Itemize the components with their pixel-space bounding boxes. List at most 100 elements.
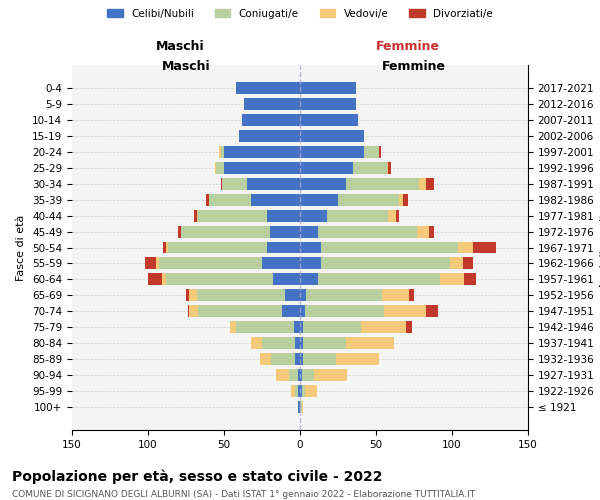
- Bar: [302, 370, 314, 382]
- Bar: [300, 114, 358, 126]
- Bar: [379, 146, 380, 158]
- Bar: [239, 130, 300, 141]
- Bar: [247, 178, 300, 190]
- Bar: [189, 306, 198, 318]
- Bar: [300, 290, 306, 302]
- Bar: [302, 402, 303, 413]
- Bar: [300, 274, 318, 285]
- Text: Maschi: Maschi: [155, 40, 205, 52]
- Bar: [166, 242, 168, 254]
- Bar: [473, 242, 496, 254]
- Bar: [221, 178, 223, 190]
- Bar: [148, 274, 161, 285]
- Bar: [300, 194, 338, 205]
- Bar: [300, 338, 303, 349]
- Bar: [302, 386, 305, 398]
- Bar: [399, 194, 403, 205]
- Bar: [295, 354, 300, 366]
- Bar: [303, 322, 361, 334]
- Bar: [338, 194, 399, 205]
- Bar: [209, 194, 251, 205]
- Bar: [266, 242, 300, 254]
- Bar: [419, 178, 426, 190]
- Bar: [188, 306, 189, 318]
- Bar: [198, 210, 266, 222]
- Bar: [306, 290, 382, 302]
- Bar: [300, 386, 302, 398]
- Bar: [217, 162, 224, 173]
- Bar: [300, 370, 302, 382]
- Bar: [300, 402, 302, 413]
- Bar: [305, 306, 383, 318]
- Bar: [417, 226, 429, 237]
- Bar: [303, 354, 337, 366]
- Bar: [406, 322, 412, 334]
- Bar: [224, 162, 300, 173]
- Bar: [300, 354, 303, 366]
- Bar: [300, 162, 353, 173]
- Bar: [300, 306, 305, 318]
- Bar: [321, 242, 458, 254]
- Bar: [289, 370, 298, 382]
- Bar: [282, 306, 300, 318]
- Bar: [161, 274, 166, 285]
- Bar: [197, 290, 285, 302]
- Bar: [409, 290, 414, 302]
- Bar: [275, 370, 289, 382]
- Bar: [266, 210, 300, 222]
- Bar: [272, 274, 300, 285]
- Bar: [168, 242, 266, 254]
- Bar: [300, 322, 303, 334]
- Bar: [300, 258, 321, 270]
- Bar: [186, 290, 189, 302]
- Bar: [224, 146, 300, 158]
- Bar: [220, 146, 221, 158]
- Bar: [440, 274, 464, 285]
- Bar: [300, 130, 364, 141]
- Bar: [388, 210, 396, 222]
- Bar: [236, 82, 300, 94]
- Bar: [236, 322, 294, 334]
- Bar: [166, 274, 272, 285]
- Bar: [295, 338, 300, 349]
- Text: Popolazione per età, sesso e stato civile - 2022: Popolazione per età, sesso e stato civil…: [12, 470, 383, 484]
- Bar: [251, 194, 300, 205]
- Bar: [300, 146, 364, 158]
- Bar: [318, 226, 417, 237]
- Bar: [155, 258, 158, 270]
- Bar: [244, 98, 300, 110]
- Bar: [382, 290, 409, 302]
- Bar: [328, 210, 388, 222]
- Bar: [318, 274, 440, 285]
- Bar: [197, 210, 198, 222]
- Bar: [178, 226, 181, 237]
- Bar: [300, 98, 356, 110]
- Bar: [189, 290, 197, 302]
- Bar: [300, 226, 318, 237]
- Text: Femmine: Femmine: [382, 60, 446, 73]
- Bar: [262, 258, 300, 270]
- Bar: [223, 178, 247, 190]
- Bar: [403, 194, 408, 205]
- Bar: [194, 210, 197, 222]
- Bar: [294, 322, 300, 334]
- Bar: [251, 338, 262, 349]
- Bar: [163, 242, 166, 254]
- Text: COMUNE DI SICIGNANO DEGLI ALBURNI (SA) - Dati ISTAT 1° gennaio 2022 - Elaborazio: COMUNE DI SICIGNANO DEGLI ALBURNI (SA) -…: [12, 490, 475, 499]
- Bar: [262, 338, 295, 349]
- Bar: [291, 386, 295, 398]
- Text: Femmine: Femmine: [376, 40, 440, 52]
- Bar: [321, 258, 451, 270]
- Bar: [285, 290, 300, 302]
- Bar: [206, 194, 209, 205]
- Bar: [364, 146, 379, 158]
- Bar: [300, 82, 356, 94]
- Bar: [353, 162, 386, 173]
- Bar: [300, 210, 328, 222]
- Legend: Celibi/Nubili, Coniugati/e, Vedovi/e, Divorziati/e: Celibi/Nubili, Coniugati/e, Vedovi/e, Di…: [103, 4, 497, 23]
- Bar: [337, 354, 379, 366]
- Bar: [215, 162, 217, 173]
- Bar: [346, 338, 394, 349]
- Bar: [388, 162, 391, 173]
- Bar: [158, 258, 262, 270]
